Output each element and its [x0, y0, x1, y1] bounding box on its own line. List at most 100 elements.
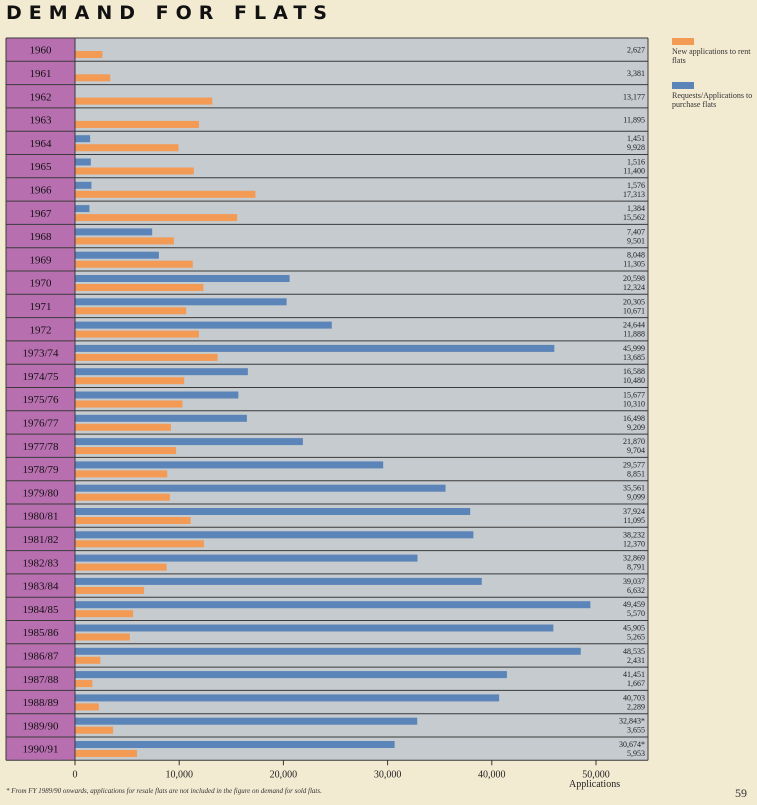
- bar-purchase: [75, 251, 159, 259]
- bar-purchase: [75, 321, 332, 329]
- bar-rent: [75, 586, 145, 594]
- category-label: 1960: [30, 45, 53, 57]
- row-label-column: [6, 38, 75, 761]
- bar-purchase: [75, 647, 581, 655]
- x-axis-label: Applications: [569, 779, 621, 790]
- data-label-rent: 10,310: [623, 400, 645, 409]
- bar-rent: [75, 493, 170, 501]
- page-number: 59: [735, 786, 747, 800]
- data-label-rent: 2,627: [627, 46, 645, 55]
- bar-purchase: [75, 671, 507, 679]
- category-label: 1963: [30, 115, 53, 127]
- x-tick-label: 10,000: [165, 769, 193, 780]
- bar-rent: [75, 633, 130, 641]
- data-label-purchase: 20,305: [623, 297, 645, 306]
- bar-purchase: [75, 601, 591, 609]
- data-label-purchase: 49,459: [623, 600, 645, 609]
- bar-purchase: [75, 228, 153, 236]
- bar-purchase: [75, 508, 471, 515]
- category-label: 1981/82: [22, 534, 58, 546]
- bar-rent: [75, 656, 101, 664]
- bar-rent: [75, 470, 168, 478]
- data-label-purchase: 16,588: [623, 367, 645, 376]
- category-label: 1980/81: [22, 511, 58, 523]
- category-label: 1972: [30, 324, 52, 336]
- bar-rent: [75, 400, 183, 408]
- data-label-purchase: 39,037: [623, 577, 645, 586]
- category-label: 1987/88: [22, 674, 59, 686]
- data-label-rent: 10,480: [623, 376, 645, 385]
- data-label-purchase: 32,843*: [619, 717, 645, 726]
- data-label-purchase: 38,232: [623, 530, 645, 539]
- x-tick-label: 0: [73, 769, 78, 780]
- data-label-rent: 12,324: [623, 283, 645, 292]
- data-label-rent: 13,685: [623, 353, 645, 362]
- legend-swatch-rent: [672, 38, 694, 45]
- bar-rent: [75, 447, 177, 455]
- category-label: 1970: [30, 278, 53, 290]
- data-label-rent: 11,095: [623, 516, 645, 525]
- bar-purchase: [75, 158, 91, 166]
- data-label-rent: 6,632: [627, 586, 645, 595]
- category-label: 1978/79: [22, 464, 59, 476]
- data-label-rent: 5,570: [627, 609, 645, 618]
- legend-label-purchase: Requests/Applications to purchase flats: [672, 91, 753, 109]
- bar-rent: [75, 423, 171, 431]
- bar-purchase: [75, 368, 248, 376]
- data-label-rent: 15,562: [623, 213, 645, 222]
- category-label: 1976/77: [22, 417, 59, 429]
- x-tick-label: 40,000: [478, 769, 506, 780]
- category-label: 1968: [30, 231, 53, 243]
- x-tick-label: 20,000: [270, 769, 298, 780]
- category-label: 1961: [30, 68, 52, 80]
- data-label-purchase: 45,999: [623, 344, 645, 353]
- data-label-purchase: 15,677: [623, 391, 645, 400]
- data-label-rent: 9,099: [627, 493, 645, 502]
- bar-rent: [75, 260, 193, 268]
- category-label: 1974/75: [22, 371, 59, 383]
- bar-rent: [75, 610, 134, 618]
- data-label-rent: 9,501: [627, 236, 645, 245]
- bar-purchase: [75, 181, 92, 189]
- bar-rent: [75, 680, 93, 688]
- category-label: 1973/74: [22, 348, 59, 360]
- data-label-rent: 11,888: [623, 330, 645, 339]
- legend-swatch-purchase: [672, 82, 694, 89]
- data-label-purchase: 20,598: [623, 274, 645, 283]
- bar-rent: [75, 237, 175, 245]
- data-label-purchase: 1,576: [627, 181, 645, 190]
- bar-purchase: [75, 135, 91, 143]
- bar-rent: [75, 144, 179, 152]
- category-label: 1969: [30, 254, 53, 266]
- data-label-purchase: 40,703: [623, 693, 645, 702]
- category-label: 1966: [30, 184, 53, 196]
- bar-purchase: [75, 461, 384, 469]
- bar-purchase: [75, 438, 303, 446]
- bar-rent: [75, 120, 199, 128]
- data-label-purchase: 7,407: [627, 227, 645, 236]
- data-label-purchase: 29,577: [623, 460, 645, 469]
- legend-label-rent: New applications to rent flats: [672, 47, 751, 65]
- category-label: 1989/90: [22, 720, 59, 732]
- data-label-rent: 5,953: [627, 749, 645, 758]
- bar-purchase: [75, 344, 555, 352]
- data-label-purchase: 45,905: [623, 624, 645, 633]
- data-label-purchase: 8,048: [627, 251, 645, 260]
- category-label: 1984/85: [22, 604, 59, 616]
- data-label-purchase: 37,924: [623, 507, 645, 516]
- data-label-purchase: 48,535: [623, 647, 645, 656]
- data-label-purchase: 30,674*: [619, 740, 645, 749]
- bar-rent: [75, 214, 238, 222]
- bar-purchase: [75, 694, 500, 702]
- data-label-rent: 9,209: [627, 423, 645, 432]
- data-label-rent: 8,791: [627, 563, 645, 572]
- data-label-purchase: 41,451: [623, 670, 645, 679]
- data-label-purchase: 16,498: [623, 414, 645, 423]
- bar-rent: [75, 307, 187, 315]
- data-label-rent: 12,370: [623, 539, 645, 548]
- bar-rent: [75, 540, 204, 548]
- bar-rent: [75, 190, 256, 198]
- bar-rent: [75, 563, 167, 571]
- plot-area: [75, 38, 648, 761]
